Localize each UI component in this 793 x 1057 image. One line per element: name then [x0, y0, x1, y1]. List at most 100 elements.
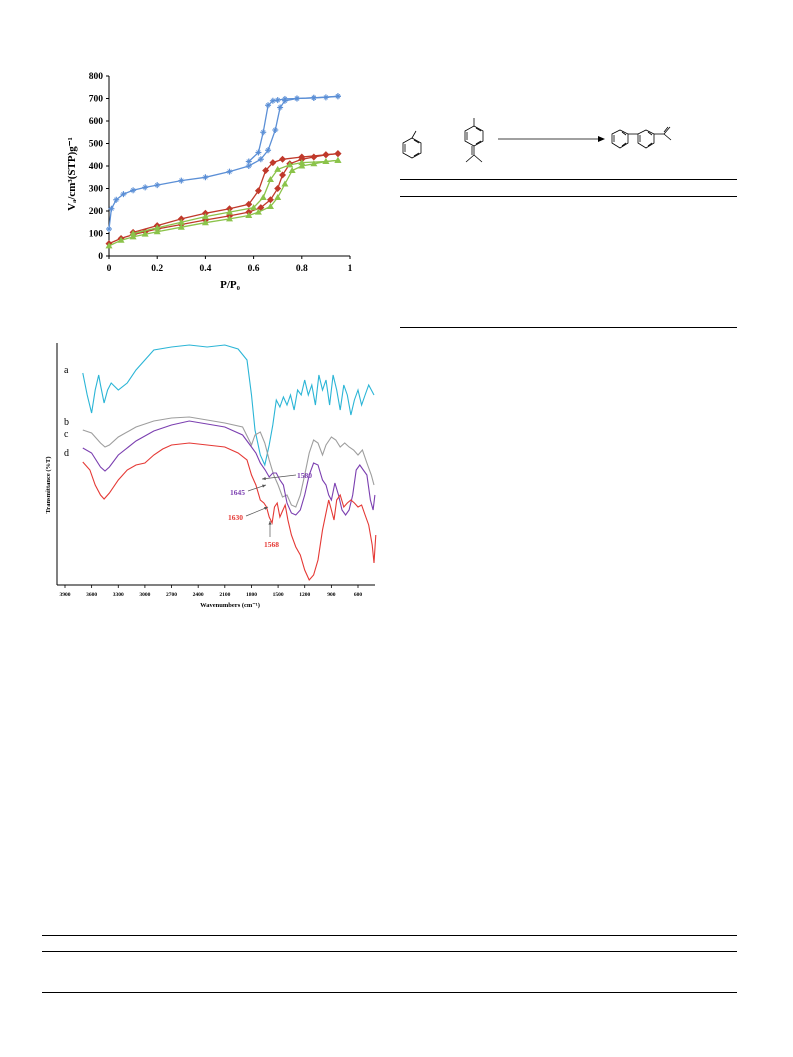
isotherm-point — [269, 97, 276, 104]
isotherm-point — [334, 93, 341, 100]
bottom-table-rule-header — [42, 951, 737, 952]
isotherm-point — [298, 153, 306, 161]
isotherm-point — [274, 97, 281, 104]
reaction-scheme — [402, 118, 672, 163]
ftir-annotation-1580: 1580 — [261, 471, 312, 481]
isotherm-series-1-desorption — [248, 95, 338, 162]
isotherm-point — [129, 230, 137, 236]
isotherm-point — [310, 153, 318, 161]
table-rule-top — [400, 179, 737, 180]
isotherm-series-3-desorption — [132, 159, 338, 235]
ftir-series-label-c: c — [64, 429, 69, 440]
bottom-table-rule-bottom — [42, 992, 737, 993]
isotherm-point — [269, 159, 277, 167]
isotherm-point — [245, 212, 253, 218]
ftir-annotation-arrowhead — [268, 521, 272, 525]
isotherm-x-tick-label: 0.8 — [296, 264, 308, 274]
isotherm-point — [279, 171, 287, 179]
ftir-series — [82, 344, 377, 582]
isotherm-point — [266, 176, 274, 182]
isotherm-point — [129, 233, 137, 240]
ftir-annotation-arrowhead — [262, 477, 266, 481]
isotherm-x-tick-label: 1 — [348, 264, 353, 274]
benzene-structure — [402, 130, 422, 159]
isotherm-point — [120, 191, 127, 198]
isotherm-point — [113, 196, 120, 203]
isotherm-point — [274, 165, 282, 172]
ftir-annotation-1630: 1630 — [228, 506, 269, 522]
isotherm-point — [281, 180, 289, 187]
ftir-spectrum-c — [82, 420, 376, 516]
isotherm-point — [105, 242, 113, 249]
ftir-series-label-b: b — [64, 417, 69, 428]
isotherm-point — [255, 149, 262, 156]
table-rule-header — [400, 196, 737, 197]
isotherm-point — [310, 94, 317, 101]
isotherm-point — [262, 167, 270, 174]
isotherm-point — [265, 102, 272, 109]
isotherm-y-tick-label: 200 — [89, 207, 104, 217]
ftir-series-labels: a bcd — [64, 365, 69, 459]
isotherm-point — [117, 236, 125, 243]
ftir-x-tick-label: 3000 — [139, 592, 150, 598]
isotherm-y-tick-label: 0 — [98, 252, 103, 262]
isotherm-point — [201, 213, 209, 220]
isotherm-series — [105, 93, 342, 249]
isotherm-point — [274, 194, 282, 200]
isotherm-y-tick-label: 700 — [89, 95, 104, 105]
isotherm-y-tick-label: 300 — [89, 185, 104, 195]
isotherm-point — [334, 156, 342, 163]
ftir-x-tick-label: 1200 — [299, 592, 310, 598]
isotherm-axes: 0 100 200 300 400 500 600 700 800 0 0.2 0.4 0.6 0.8 1 — [89, 72, 353, 274]
isotherm-point — [177, 218, 185, 225]
ftir-x-tick-label: 3900 — [60, 592, 71, 598]
ftir-x-tick-label: 3300 — [113, 592, 124, 598]
isotherm-point — [153, 224, 161, 231]
isotherm-y-tick-label: 800 — [89, 72, 104, 82]
isotherm-point — [281, 95, 288, 102]
ftir-annotation-arrowhead — [264, 506, 268, 510]
isotherm-point — [245, 158, 252, 165]
isotherm-point — [106, 226, 112, 232]
isotherm-point — [142, 184, 149, 191]
ftir-annotation-label: 1568 — [264, 540, 279, 549]
isotherm-xlabel: P/P₀ — [220, 279, 240, 291]
ftir-annotation-1568: 1568 — [264, 521, 279, 549]
ftir-chart: 3900 3600 3300 3000 2700 2400 2100 1800 1500 1200… — [45, 343, 377, 609]
isotherm-point — [250, 204, 258, 211]
isotherm-point — [201, 219, 209, 226]
isotherm-point — [293, 95, 300, 102]
isotherm-ylabel: Vₐ/cm³(STP)g⁻¹ — [66, 137, 78, 211]
ftir-spectrum-d — [82, 442, 377, 582]
isotherm-point — [288, 167, 296, 173]
isotherm-y-tick-label: 600 — [89, 117, 104, 127]
isotherm-point — [310, 160, 318, 167]
isotherm-point — [202, 174, 209, 181]
ftir-annotation-arrow — [245, 506, 269, 517]
isotherm-point — [257, 156, 264, 163]
isotherm-y-tick-label: 100 — [89, 230, 104, 240]
isotherm-point — [322, 158, 330, 164]
isotherm-point — [154, 182, 161, 189]
ftir-x-tick-label: 600 — [354, 592, 363, 598]
isotherm-point — [279, 155, 287, 163]
isotherm-x-tick-label: 0.4 — [199, 264, 211, 274]
isotherm-x-tick-label: 0.2 — [151, 264, 163, 274]
ftir-ylabel: Transmittance (%T) — [45, 456, 52, 513]
isotherm-point — [153, 228, 161, 235]
isotherm-point — [177, 223, 185, 230]
ftir-x-tick-label: 2700 — [166, 592, 177, 598]
isotherm-point — [334, 150, 342, 158]
isotherm-point — [141, 230, 149, 237]
isotherm-y-tick-label: 400 — [89, 162, 104, 172]
ftir-series-label-a: a — [64, 365, 69, 376]
biphenyl-product-structure — [611, 126, 672, 149]
ftir-annotation-1645: 1645 — [230, 484, 267, 497]
ftir-x-tick-label: 1500 — [273, 592, 284, 598]
isotherm-point — [322, 151, 330, 159]
isotherm-x-tick-label: 0 — [107, 264, 112, 274]
isotherm-point — [277, 104, 284, 111]
isotherm-point — [265, 147, 272, 154]
isotherm-x-tick-label: 0.6 — [248, 264, 260, 274]
